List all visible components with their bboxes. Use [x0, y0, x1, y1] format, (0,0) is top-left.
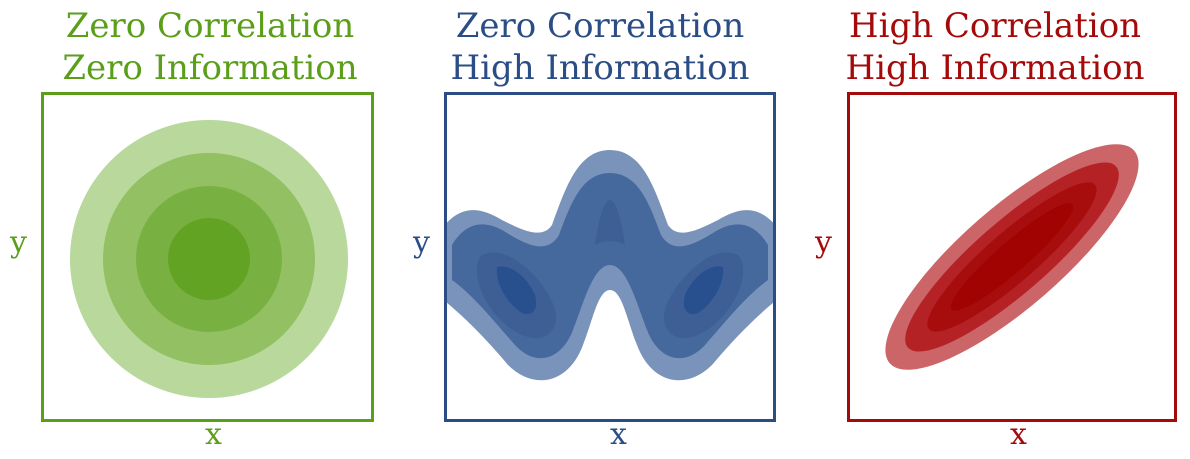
x-axis-label: x [1010, 417, 1027, 452]
w-shaped-density-plot [447, 150, 773, 381]
x-axis-label: x [205, 417, 222, 452]
density-level-3 [595, 200, 625, 245]
y-axis-label: y [413, 225, 430, 260]
panel-zero-corr-high-info: Zero Correlation High Information y x [410, 0, 790, 459]
y-axis-label: y [10, 225, 27, 260]
plot-frame [41, 92, 374, 422]
panel-title-line2: Zero Information [62, 48, 358, 88]
panel-title-line1: High Correlation [848, 6, 1142, 46]
density-level-4 [950, 203, 1074, 311]
panel-title-line2: High Information [845, 48, 1145, 88]
panel-title-line1: Zero Correlation [455, 6, 745, 46]
panel-zero-corr-zero-info: Zero Correlation Zero Information y x [10, 0, 400, 459]
density-level-4 [496, 266, 537, 315]
plot-frame [444, 92, 776, 422]
plot-frame [847, 92, 1177, 422]
concentric-density-plot [70, 120, 348, 398]
correlated-ellipse-plot [885, 144, 1139, 370]
panel-title-line2: High Information [450, 48, 750, 88]
panel-title-line1: Zero Correlation [65, 6, 355, 46]
panel-high-corr-high-info: High Correlation High Information y x [805, 0, 1185, 459]
y-axis-label: y [815, 225, 832, 260]
density-level-4 [168, 218, 250, 300]
x-axis-label: x [610, 417, 627, 452]
density-level-4 [683, 266, 724, 315]
